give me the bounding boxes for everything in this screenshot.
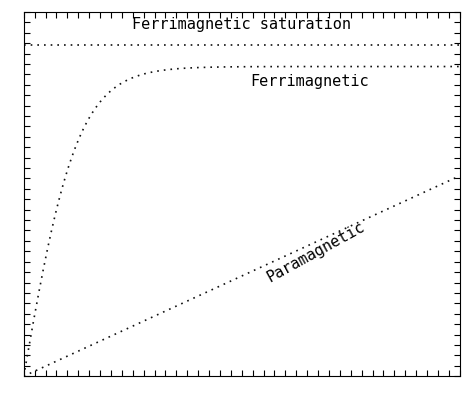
Text: Ferrimagnetic: Ferrimagnetic — [250, 74, 369, 89]
Text: Paramagnetic: Paramagnetic — [264, 219, 367, 285]
Text: Ferrimagnetic saturation: Ferrimagnetic saturation — [132, 17, 351, 32]
